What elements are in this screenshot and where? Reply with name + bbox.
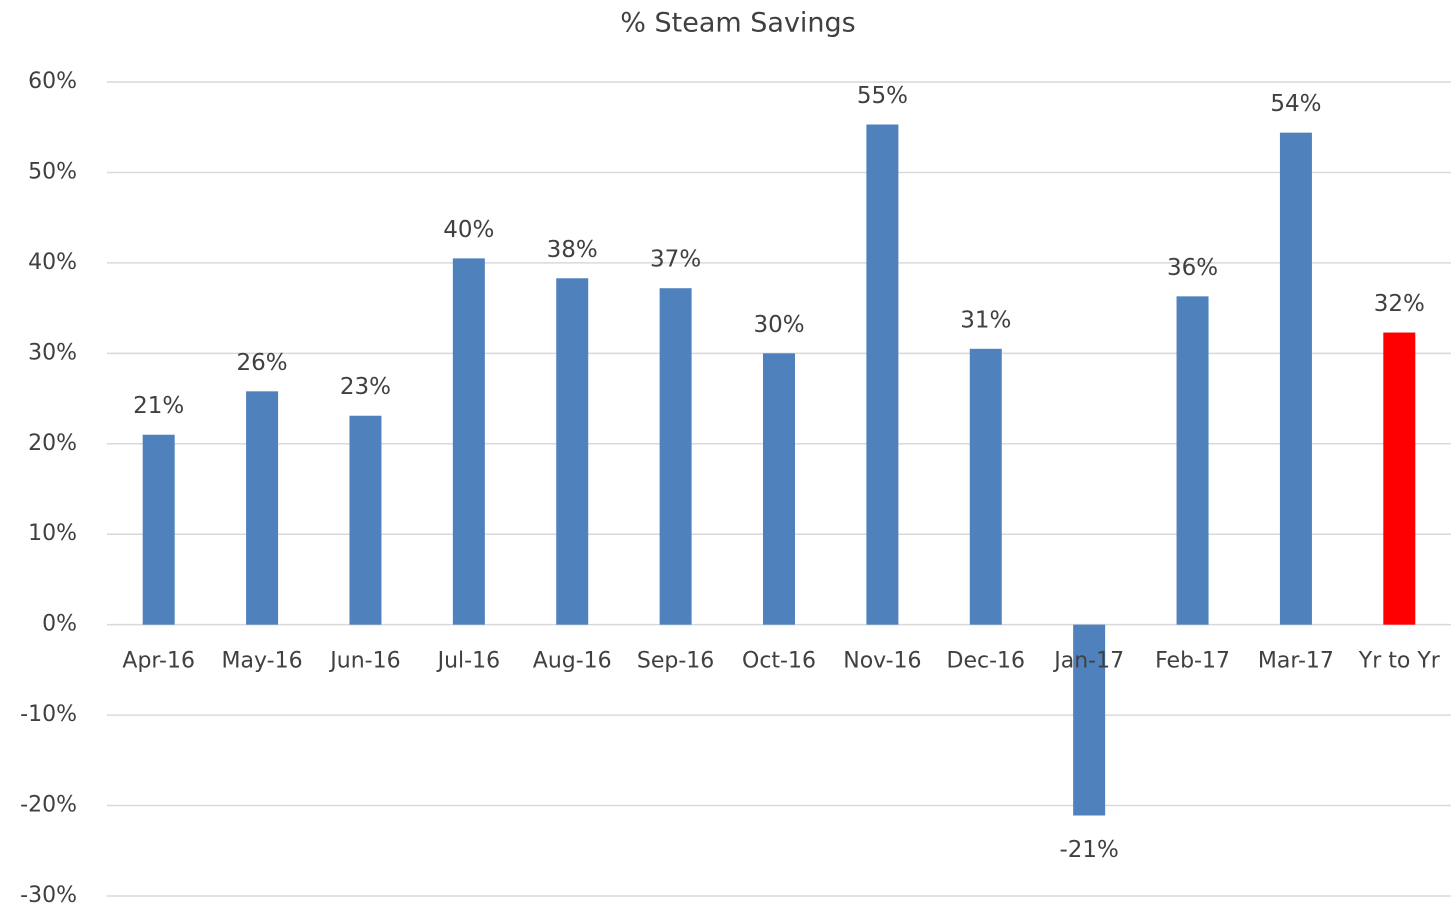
x-tick-label: Apr-16	[122, 649, 195, 674]
data-label: 23%	[340, 374, 391, 400]
x-tick-label: Yr to Yr	[1358, 649, 1441, 674]
data-label: 30%	[753, 312, 804, 338]
x-tick-label: Sep-16	[637, 649, 714, 674]
bar	[659, 288, 692, 625]
data-label: 21%	[133, 393, 184, 419]
x-tick-label: Nov-16	[843, 649, 921, 674]
y-tick-label: 50%	[28, 159, 77, 184]
bar	[1073, 624, 1106, 816]
y-tick-label: 40%	[28, 250, 77, 275]
data-label: 54%	[1270, 91, 1321, 117]
x-tick-label: Jun-16	[328, 649, 400, 674]
y-tick-label: 60%	[28, 69, 77, 94]
x-tick-label: Jan-17	[1052, 649, 1124, 674]
y-tick-label: -30%	[20, 883, 77, 908]
data-label: 37%	[650, 247, 701, 273]
bar	[556, 278, 589, 625]
x-tick-label: Oct-16	[742, 649, 816, 674]
y-tick-label: -20%	[20, 793, 77, 818]
x-tick-label: Aug-16	[533, 649, 612, 674]
x-tick-label: Feb-17	[1155, 649, 1230, 674]
y-tick-label: -10%	[20, 702, 77, 727]
data-label: 55%	[857, 83, 908, 109]
x-tick-label: Jul-16	[436, 649, 500, 674]
bar	[246, 391, 279, 625]
bar	[763, 353, 795, 625]
x-tick-label: Dec-16	[947, 649, 1026, 674]
data-label: 38%	[547, 237, 598, 263]
bar	[349, 415, 382, 625]
x-tick-label: Mar-17	[1258, 649, 1334, 674]
data-label: 32%	[1374, 291, 1425, 317]
chart-title: % Steam Savings	[620, 8, 856, 39]
y-tick-label: 0%	[42, 612, 77, 637]
bar	[1176, 296, 1209, 625]
data-label: -21%	[1059, 837, 1118, 863]
y-tick-label: 30%	[28, 340, 77, 365]
bar	[1279, 132, 1312, 625]
data-label: 26%	[237, 350, 288, 376]
bar	[142, 434, 175, 625]
data-label: 31%	[960, 307, 1011, 333]
bar	[1383, 332, 1416, 625]
y-tick-label: 20%	[28, 431, 77, 456]
data-label: 40%	[443, 217, 494, 243]
bar	[452, 258, 485, 625]
x-tick-label: May-16	[222, 649, 303, 674]
bar	[866, 124, 899, 625]
data-label: 36%	[1167, 255, 1218, 281]
bar	[969, 348, 1002, 625]
y-tick-label: 10%	[28, 521, 77, 546]
